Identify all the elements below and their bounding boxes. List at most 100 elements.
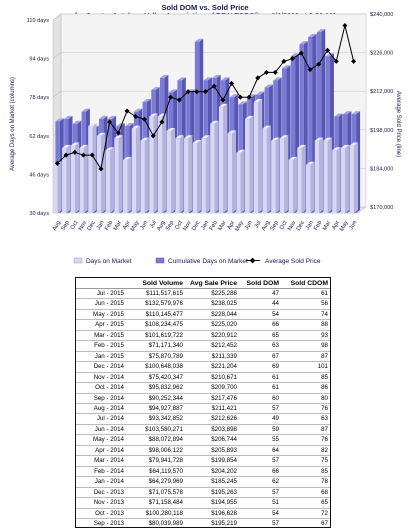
table-row: Mar - 2015 $101,619,722 $220,912 65 93 [76, 330, 330, 342]
bar-days-on-market-side [231, 130, 236, 213]
cell-sold-volume: $75,870,789 [128, 351, 185, 363]
table-row: Feb - 2015 $71,171,340 $212,452 63 98 [76, 340, 330, 352]
cell-month: Sep - 2013 [76, 518, 128, 527]
x-tick-label: Jul [254, 220, 263, 229]
bar-days-on-market-face [210, 123, 215, 213]
cell-avg-sale-price: $210,671 [185, 372, 239, 384]
cell-sold-dom: 55 [239, 434, 281, 446]
bar-days-on-market-face [114, 138, 119, 213]
price-point [229, 80, 235, 86]
bar-days-on-market-top [245, 115, 254, 119]
bar-days-on-market-face [192, 143, 198, 213]
bar-days-on-market [236, 149, 245, 213]
cell-sold-volume: $100,280,118 [128, 508, 185, 519]
data-table-container: Sold Volume Avg Sale Price Sold DOM Sold… [75, 277, 331, 528]
bar-days-on-market-side [179, 135, 184, 213]
x-tick-label: Jun [348, 220, 358, 231]
header-avg-sale-price: Avg Sale Price [185, 278, 239, 289]
table-row: Aug - 2014 $94,927,887 $211,421 57 76 [76, 403, 330, 415]
x-tick-label: Jan [305, 220, 315, 231]
bar-days-on-market-side [127, 156, 132, 213]
table-row: Jan - 2015 $75,870,789 $211,339 67 87 [76, 351, 330, 363]
cell-sold-dom: 57 [239, 518, 281, 527]
bar-days-on-market [288, 156, 297, 213]
cell-sold-dom: 59 [239, 424, 281, 436]
bar-days-on-market-face [306, 164, 311, 213]
table-row: May - 2015 $110,145,477 $228,044 54 74 [76, 309, 330, 321]
bar-days-on-market-side [109, 147, 114, 213]
x-tick-label: Sep [165, 220, 175, 232]
bar-days-on-market [175, 135, 184, 213]
header-sold-dom: Sold DOM [239, 278, 281, 289]
right-tick-label: $184,000 [370, 166, 393, 172]
cell-sold-dom: 66 [239, 319, 281, 331]
x-tick-label: Apr [227, 220, 237, 231]
cell-sold-cdom: 80 [281, 393, 330, 405]
right-tick-label: $226,000 [370, 51, 393, 57]
bar-cumulative-dom-top [325, 53, 334, 57]
bar-days-on-market-side [66, 144, 71, 213]
cell-month: Jun - 2015 [76, 298, 128, 310]
price-point [272, 69, 278, 75]
grid-line-side [52, 13, 62, 21]
bar-days-on-market-face [123, 159, 128, 213]
bar-days-on-market-top [227, 130, 236, 134]
cell-month: May - 2014 [76, 434, 128, 446]
x-tick-label: Dec [191, 220, 201, 232]
bar-cumulative-dom-top [282, 65, 291, 69]
bar-days-on-market-face [88, 126, 93, 213]
bar-days-on-market-face [314, 140, 320, 213]
bar-days-on-market-top [96, 132, 106, 136]
bar-days-on-market [79, 144, 88, 213]
bar-days-on-market-top [166, 127, 175, 131]
cell-avg-sale-price: $211,339 [185, 351, 239, 363]
bar-days-on-market-top [297, 144, 306, 148]
bar-days-on-market-top [79, 144, 88, 148]
bar-days-on-market-face [62, 147, 67, 213]
cell-sold-cdom: 76 [281, 434, 330, 446]
bar-days-on-market-side [101, 132, 106, 213]
bar-cumulative-dom-top [107, 115, 117, 119]
x-tick-label: Oct [174, 220, 184, 231]
bar-cumulative-dom-top [334, 113, 343, 117]
cell-sold-cdom: 82 [281, 445, 330, 457]
header-sold-volume: Sold Volume [128, 278, 185, 289]
x-tick-label: Mar [322, 220, 332, 232]
bar-cumulative-dom-top [151, 86, 160, 90]
cell-avg-sale-price: $199,854 [185, 455, 239, 467]
table-row: Dec - 2013 $71,075,578 $195,263 57 68 [76, 487, 330, 499]
cell-sold-cdom: 101 [281, 361, 330, 373]
cell-sold-volume: $64,279,969 [128, 476, 185, 488]
price-point [72, 149, 78, 155]
bar-days-on-market-face [53, 164, 58, 213]
x-tick-label: May [234, 220, 245, 233]
cell-avg-sale-price: $211,421 [185, 403, 239, 415]
cell-avg-sale-price: $228,044 [185, 309, 239, 321]
bar-days-on-market-face [79, 147, 84, 213]
bar-cumulative-dom-top [273, 77, 282, 81]
x-tick-label: Feb [313, 220, 323, 232]
cell-sold-cdom: 65 [281, 497, 330, 509]
bar-days-on-market [96, 132, 106, 213]
bar-days-on-market [70, 142, 80, 213]
cell-month: Oct - 2013 [76, 508, 128, 519]
x-tick-label: Feb [209, 220, 219, 232]
bar-days-on-market [140, 137, 149, 213]
bar-days-on-market [279, 135, 289, 213]
bar-days-on-market-face [245, 118, 250, 213]
bar-cumulative-dom-face [299, 44, 304, 213]
cell-avg-sale-price: $209,700 [185, 382, 239, 394]
cell-sold-volume: $100,648,038 [128, 361, 185, 373]
x-tick-label: Oct [70, 220, 80, 231]
header-sold-cdom: Sold CDOM [281, 278, 330, 289]
cell-sold-cdom: 86 [281, 382, 330, 394]
right-tick-label: $212,000 [370, 89, 393, 95]
bar-days-on-market-face [236, 152, 241, 213]
price-point [237, 94, 243, 100]
bar-days-on-market [157, 113, 167, 213]
cell-sold-cdom: 56 [281, 298, 330, 310]
table-row: Nov - 2014 $75,420,347 $210,671 61 85 [76, 372, 330, 384]
bar-days-on-market-side [258, 99, 263, 213]
bar-days-on-market [184, 135, 193, 213]
bar-days-on-market [201, 135, 210, 213]
